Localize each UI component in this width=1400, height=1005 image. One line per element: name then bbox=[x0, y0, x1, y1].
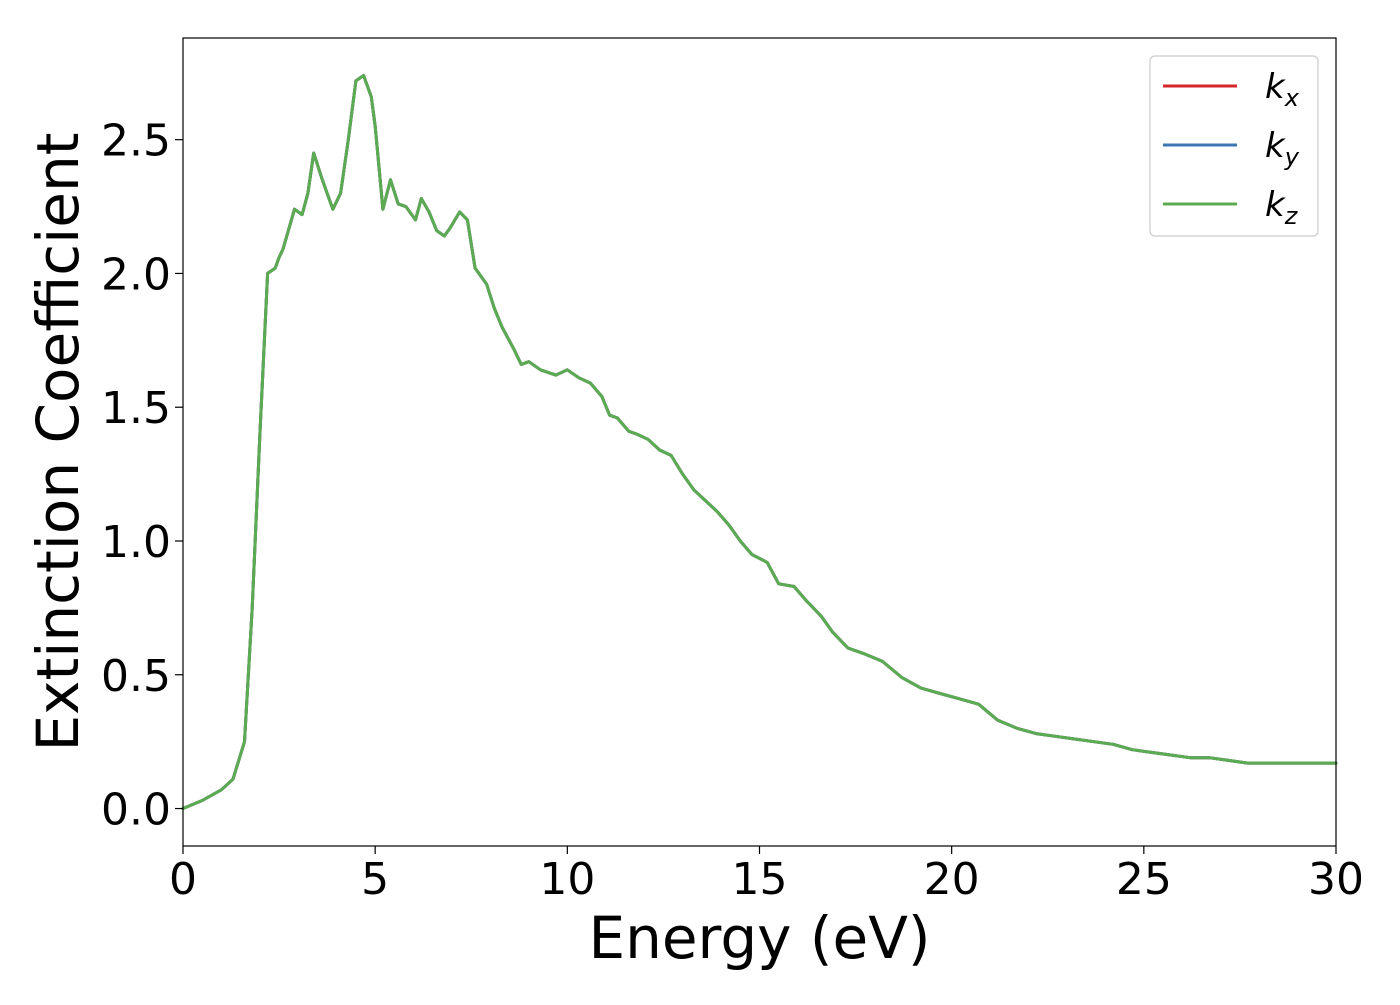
x-tick-label: 30 bbox=[1308, 854, 1364, 905]
y-axis-title: Extinction Coefficient bbox=[24, 133, 92, 752]
y-tick-label: 1.5 bbox=[101, 383, 171, 434]
x-tick-label: 5 bbox=[361, 854, 389, 905]
y-tick-label: 2.0 bbox=[101, 249, 171, 300]
legend-entries: kx ky kz bbox=[1163, 67, 1300, 230]
y-tick-label: 2.5 bbox=[101, 116, 171, 167]
series-line-z bbox=[181, 74, 1338, 810]
x-axis-title: Energy (eV) bbox=[588, 904, 930, 972]
series-layer bbox=[181, 74, 1338, 810]
x-axis-ticks: 0 5 10 15 20 25 30 bbox=[169, 846, 1364, 905]
legend-label-y: ky bbox=[1265, 126, 1300, 171]
x-tick-label: 0 bbox=[169, 854, 197, 905]
y-tick-label: 0.0 bbox=[101, 785, 171, 836]
y-tick-label: 1.0 bbox=[101, 517, 171, 568]
x-tick-label: 15 bbox=[732, 854, 788, 905]
x-tick-label: 25 bbox=[1116, 854, 1172, 905]
y-axis-ticks: 0.0 0.5 1.0 1.5 2.0 2.5 bbox=[101, 116, 183, 836]
legend-label-z: kz bbox=[1265, 185, 1299, 230]
legend: kx ky kz bbox=[1149, 55, 1319, 237]
x-tick-label: 20 bbox=[924, 854, 980, 905]
y-tick-label: 0.5 bbox=[101, 651, 171, 702]
legend-label-x: kx bbox=[1265, 67, 1300, 112]
x-tick-label: 10 bbox=[539, 854, 595, 905]
